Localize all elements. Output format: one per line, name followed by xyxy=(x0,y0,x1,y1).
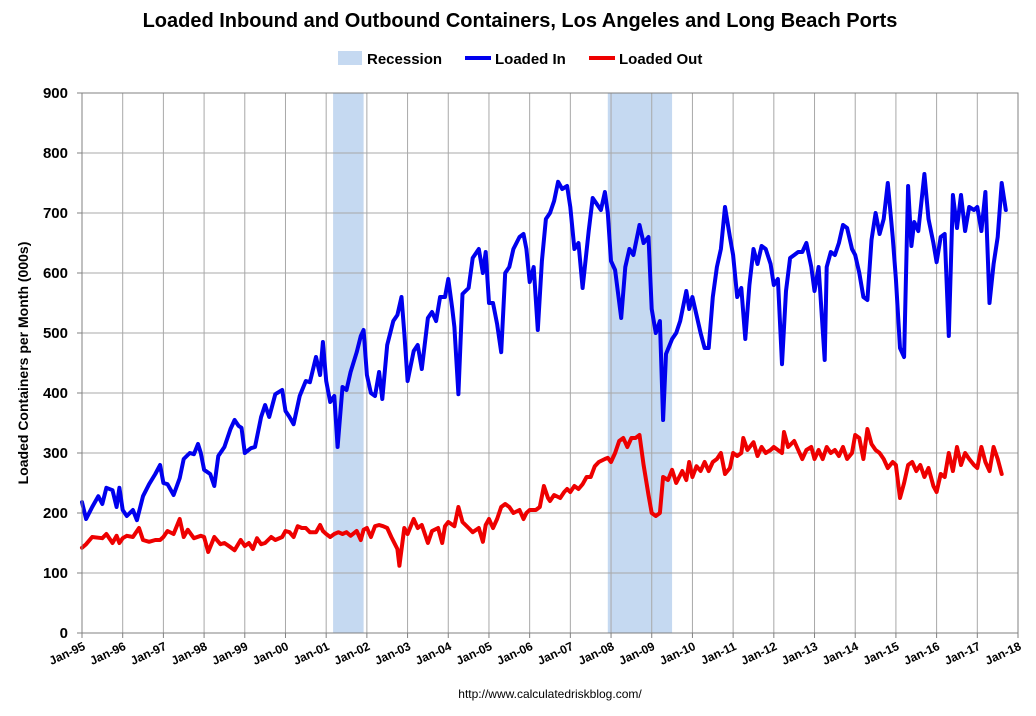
x-tick-label: Jan-10 xyxy=(657,639,698,668)
y-tick-label: 900 xyxy=(43,85,68,102)
legend-recession-swatch xyxy=(338,51,362,65)
x-tick-label: Jan-06 xyxy=(495,639,536,668)
legend-recession-label: Recession xyxy=(367,51,442,68)
y-tick-label: 100 xyxy=(43,565,68,582)
x-tick-label: Jan-96 xyxy=(88,639,129,668)
x-tick-label: Jan-01 xyxy=(291,639,332,668)
chart-series xyxy=(80,172,1008,568)
x-tick-label: Jan-18 xyxy=(983,639,1024,668)
y-tick-label: 0 xyxy=(60,625,68,642)
y-tick-label: 400 xyxy=(43,385,68,402)
x-tick-label: Jan-08 xyxy=(576,639,617,668)
x-tick-label: Jan-05 xyxy=(454,639,495,668)
x-tick-label: Jan-95 xyxy=(47,639,88,668)
y-axis-ticks: 0 100 200 300 400 500 600 700 800 900 xyxy=(43,85,82,642)
recession-bands xyxy=(333,93,673,633)
x-tick-label: Jan-12 xyxy=(739,639,780,668)
y-tick-label: 300 xyxy=(43,445,68,462)
chart-title: Loaded Inbound and Outbound Containers, … xyxy=(143,10,898,32)
chart-legend: Recession Loaded In Loaded Out xyxy=(338,51,702,68)
y-tick-label: 600 xyxy=(43,265,68,282)
x-tick-label: Jan-11 xyxy=(699,639,739,668)
x-tick-label: Jan-02 xyxy=(332,639,373,668)
x-tick-label: Jan-17 xyxy=(942,639,983,668)
y-tick-label: 500 xyxy=(43,325,68,342)
y-axis-label: Loaded Containers per Month (000s) xyxy=(15,242,31,485)
x-tick-label: Jan-13 xyxy=(779,639,820,668)
x-tick-label: Jan-00 xyxy=(250,639,291,668)
y-tick-label: 800 xyxy=(43,145,68,162)
x-axis-ticks: Jan-95 Jan-96 Jan-97 Jan-98 Jan-99 Jan-00 Jan-… xyxy=(47,633,1024,668)
chart-gridlines xyxy=(81,92,1019,634)
x-tick-label: Jan-15 xyxy=(861,639,902,668)
x-tick-label: Jan-04 xyxy=(413,639,454,668)
x-tick-label: Jan-99 xyxy=(210,639,251,668)
legend-loaded-in-label: Loaded In xyxy=(495,51,566,68)
x-tick-label: Jan-07 xyxy=(535,639,576,668)
series-line-loaded-in xyxy=(80,172,1008,523)
x-tick-label: Jan-09 xyxy=(617,639,658,668)
series-line-loaded-out xyxy=(80,427,1004,568)
x-tick-label: Jan-03 xyxy=(372,639,413,668)
y-tick-label: 200 xyxy=(43,505,68,522)
source-url: http://www.calculatedriskblog.com/ xyxy=(458,687,642,701)
x-tick-label: Jan-14 xyxy=(820,639,861,668)
y-tick-label: 700 xyxy=(43,205,68,222)
x-tick-label: Jan-97 xyxy=(128,639,169,668)
recession-band-1 xyxy=(333,93,364,633)
legend-loaded-out-label: Loaded Out xyxy=(619,51,702,68)
plot-frame xyxy=(81,92,1019,634)
x-tick-label: Jan-16 xyxy=(901,639,942,668)
x-tick-label: Jan-98 xyxy=(169,639,210,668)
